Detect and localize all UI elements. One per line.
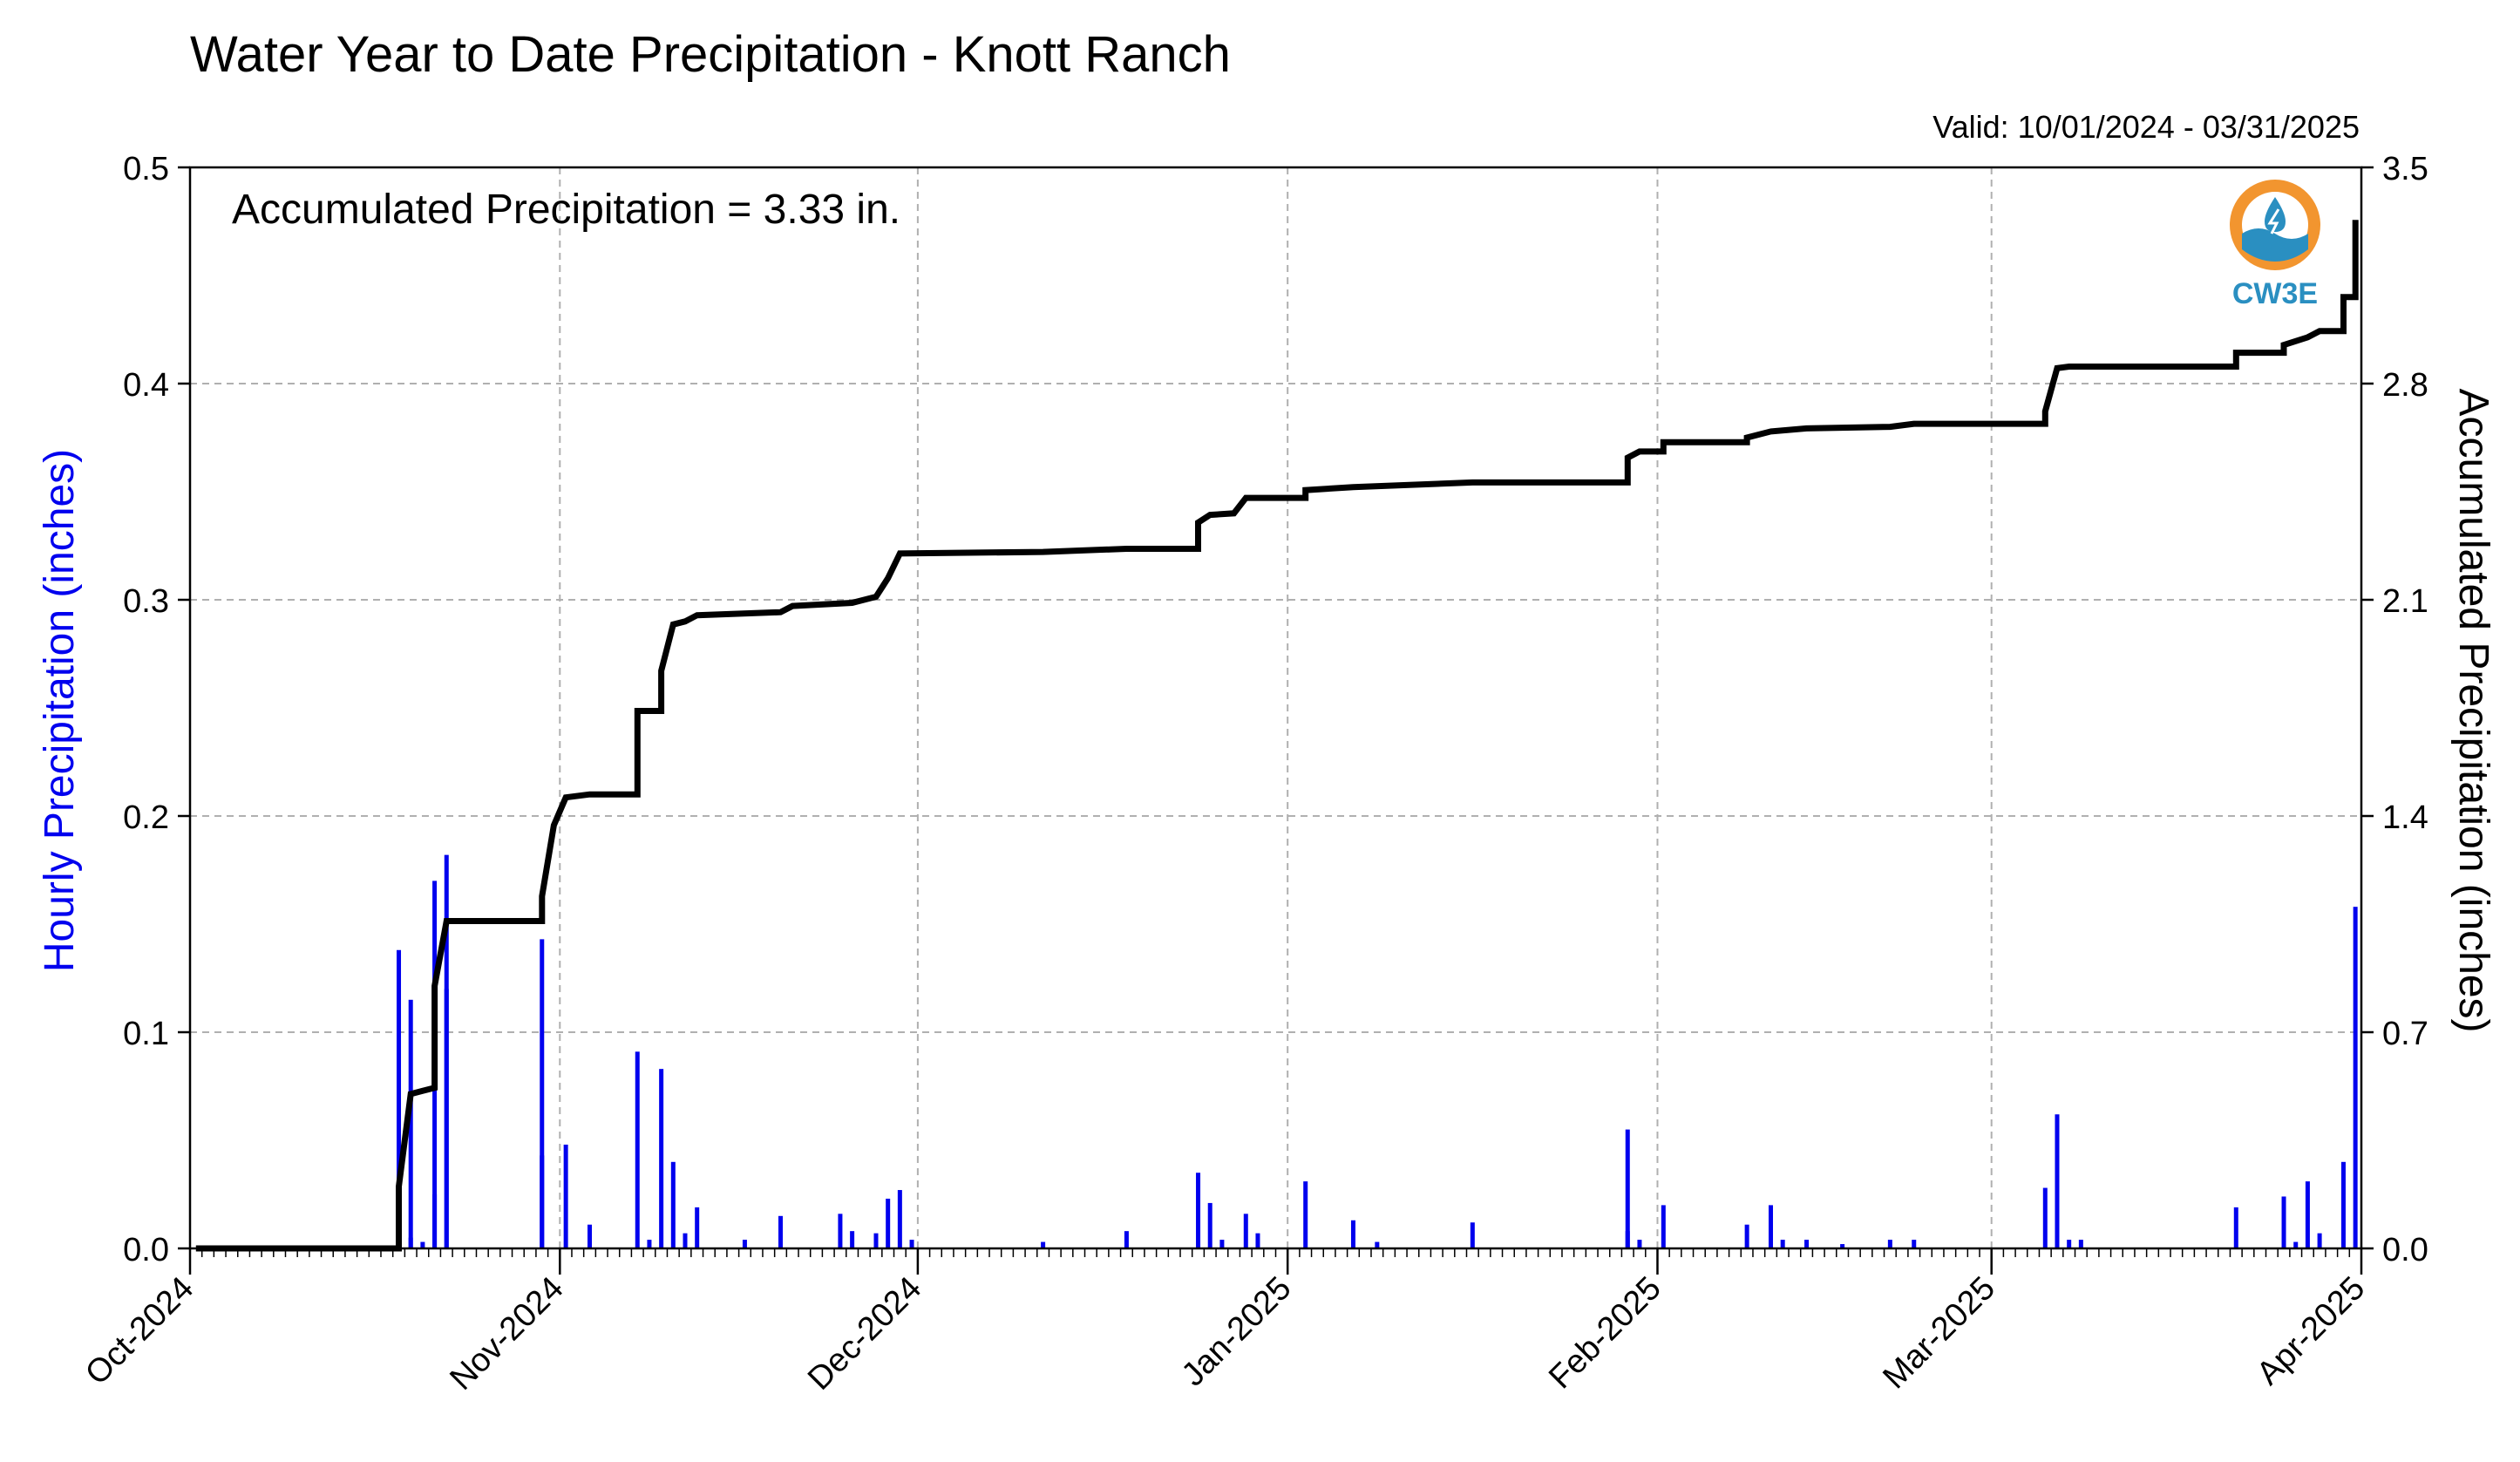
hourly-bar (1350, 1220, 1355, 1248)
hourly-bar (1196, 1173, 1201, 1248)
y-tick-label-left: 0.2 (123, 799, 169, 836)
y-tick-label-left: 0.5 (123, 151, 169, 187)
hourly-bar (1625, 1129, 1630, 1248)
hourly-bar (670, 1161, 676, 1248)
hourly-bar (1744, 1224, 1749, 1248)
cw3e-logo-icon (2230, 180, 2320, 270)
accumulated-line-group (195, 220, 2359, 1252)
hourly-bar (2078, 1240, 2083, 1248)
cw3e-logo-text: CW3E (2232, 277, 2318, 310)
y-tick-label-left: 0.0 (123, 1232, 169, 1268)
hourly-bar (1840, 1244, 1845, 1248)
hourly-bar (1219, 1240, 1225, 1248)
y-axis-label-right: Accumulated Precipitation (inches) (2450, 388, 2496, 1032)
hourly-bar (420, 1241, 425, 1248)
hourly-bar (2067, 1240, 2072, 1248)
hourly-bar (408, 1237, 413, 1248)
hourly-bar (1243, 1214, 1248, 1248)
hourly-bar (2233, 1207, 2238, 1248)
hourly-bar (1637, 1240, 1642, 1248)
hourly-bar (647, 1240, 652, 1248)
accumulated-annotation: Accumulated Precipitation = 3.33 in. (232, 187, 900, 233)
chart-title: Water Year to Date Precipitation - Knott… (190, 26, 1231, 83)
hourly-bar (1804, 1240, 1810, 1248)
hourly-bar (1041, 1241, 1046, 1248)
hourly-bar (695, 1207, 700, 1248)
y-tick-label-right: 1.4 (2382, 799, 2428, 836)
hourly-bar (540, 939, 545, 1248)
hourly-bar (2042, 1187, 2048, 1248)
hourly-bar (444, 989, 449, 1248)
hourly-bar (1470, 1222, 1475, 1248)
hourly-bar (1207, 1202, 1212, 1248)
y-tick-label-left: 0.4 (123, 367, 169, 404)
hourly-bar (1124, 1231, 1129, 1248)
hourly-bar (1661, 1205, 1666, 1248)
hourly-bar (1887, 1240, 1892, 1248)
hourly-bar (2281, 1196, 2286, 1248)
y-axis-label-left: Hourly Precipitation (inches) (37, 449, 83, 972)
y-tick-label-right: 0.7 (2382, 1016, 2428, 1052)
hourly-bar (1303, 1181, 1308, 1248)
hourly-bar (850, 1231, 855, 1248)
hourly-bar (683, 1233, 688, 1248)
hourly-bar (2305, 1181, 2310, 1248)
y-tick-label-right: 2.8 (2382, 367, 2428, 404)
hourly-bar (1255, 1233, 1260, 1248)
hourly-bar (1780, 1240, 1785, 1248)
hourly-bar (838, 1214, 843, 1248)
y-tick-label-right: 0.0 (2382, 1232, 2428, 1268)
hourly-bar (2340, 1161, 2346, 1248)
hourly-bar (408, 999, 413, 1248)
hourly-bar (2317, 1233, 2322, 1248)
y-tick-label-right: 2.1 (2382, 583, 2428, 620)
hourly-bar (2353, 907, 2358, 1248)
y-tick-label-left: 0.1 (123, 1016, 169, 1052)
accumulated-line (195, 220, 2359, 1252)
hourly-bar (1375, 1241, 1380, 1248)
hourly-bar (2293, 1241, 2299, 1248)
hourly-bar (1769, 1205, 1774, 1248)
hourly-bar (873, 1233, 879, 1248)
hourly-bar (909, 1240, 914, 1248)
hourly-bar (897, 1190, 902, 1248)
grid-lines (190, 167, 2361, 1248)
hourly-bar (742, 1240, 747, 1248)
y-tick-label-right: 3.5 (2382, 151, 2428, 187)
hourly-bar (563, 1144, 568, 1248)
hourly-bar (1912, 1240, 1917, 1248)
hourly-bar (886, 1198, 891, 1248)
hourly-bar (2055, 1114, 2060, 1248)
hourly-bar (397, 949, 402, 1248)
valid-range: Valid: 10/01/2024 - 03/31/2025 (1932, 109, 2360, 145)
cw3e-logo: CW3E (2230, 180, 2320, 310)
y-tick-label-left: 0.3 (123, 583, 169, 620)
hourly-bar (659, 1069, 664, 1248)
hourly-bar (635, 1051, 640, 1248)
hourly-bar (588, 1224, 593, 1248)
hourly-bars (397, 854, 2358, 1248)
hourly-bar (778, 1215, 783, 1248)
